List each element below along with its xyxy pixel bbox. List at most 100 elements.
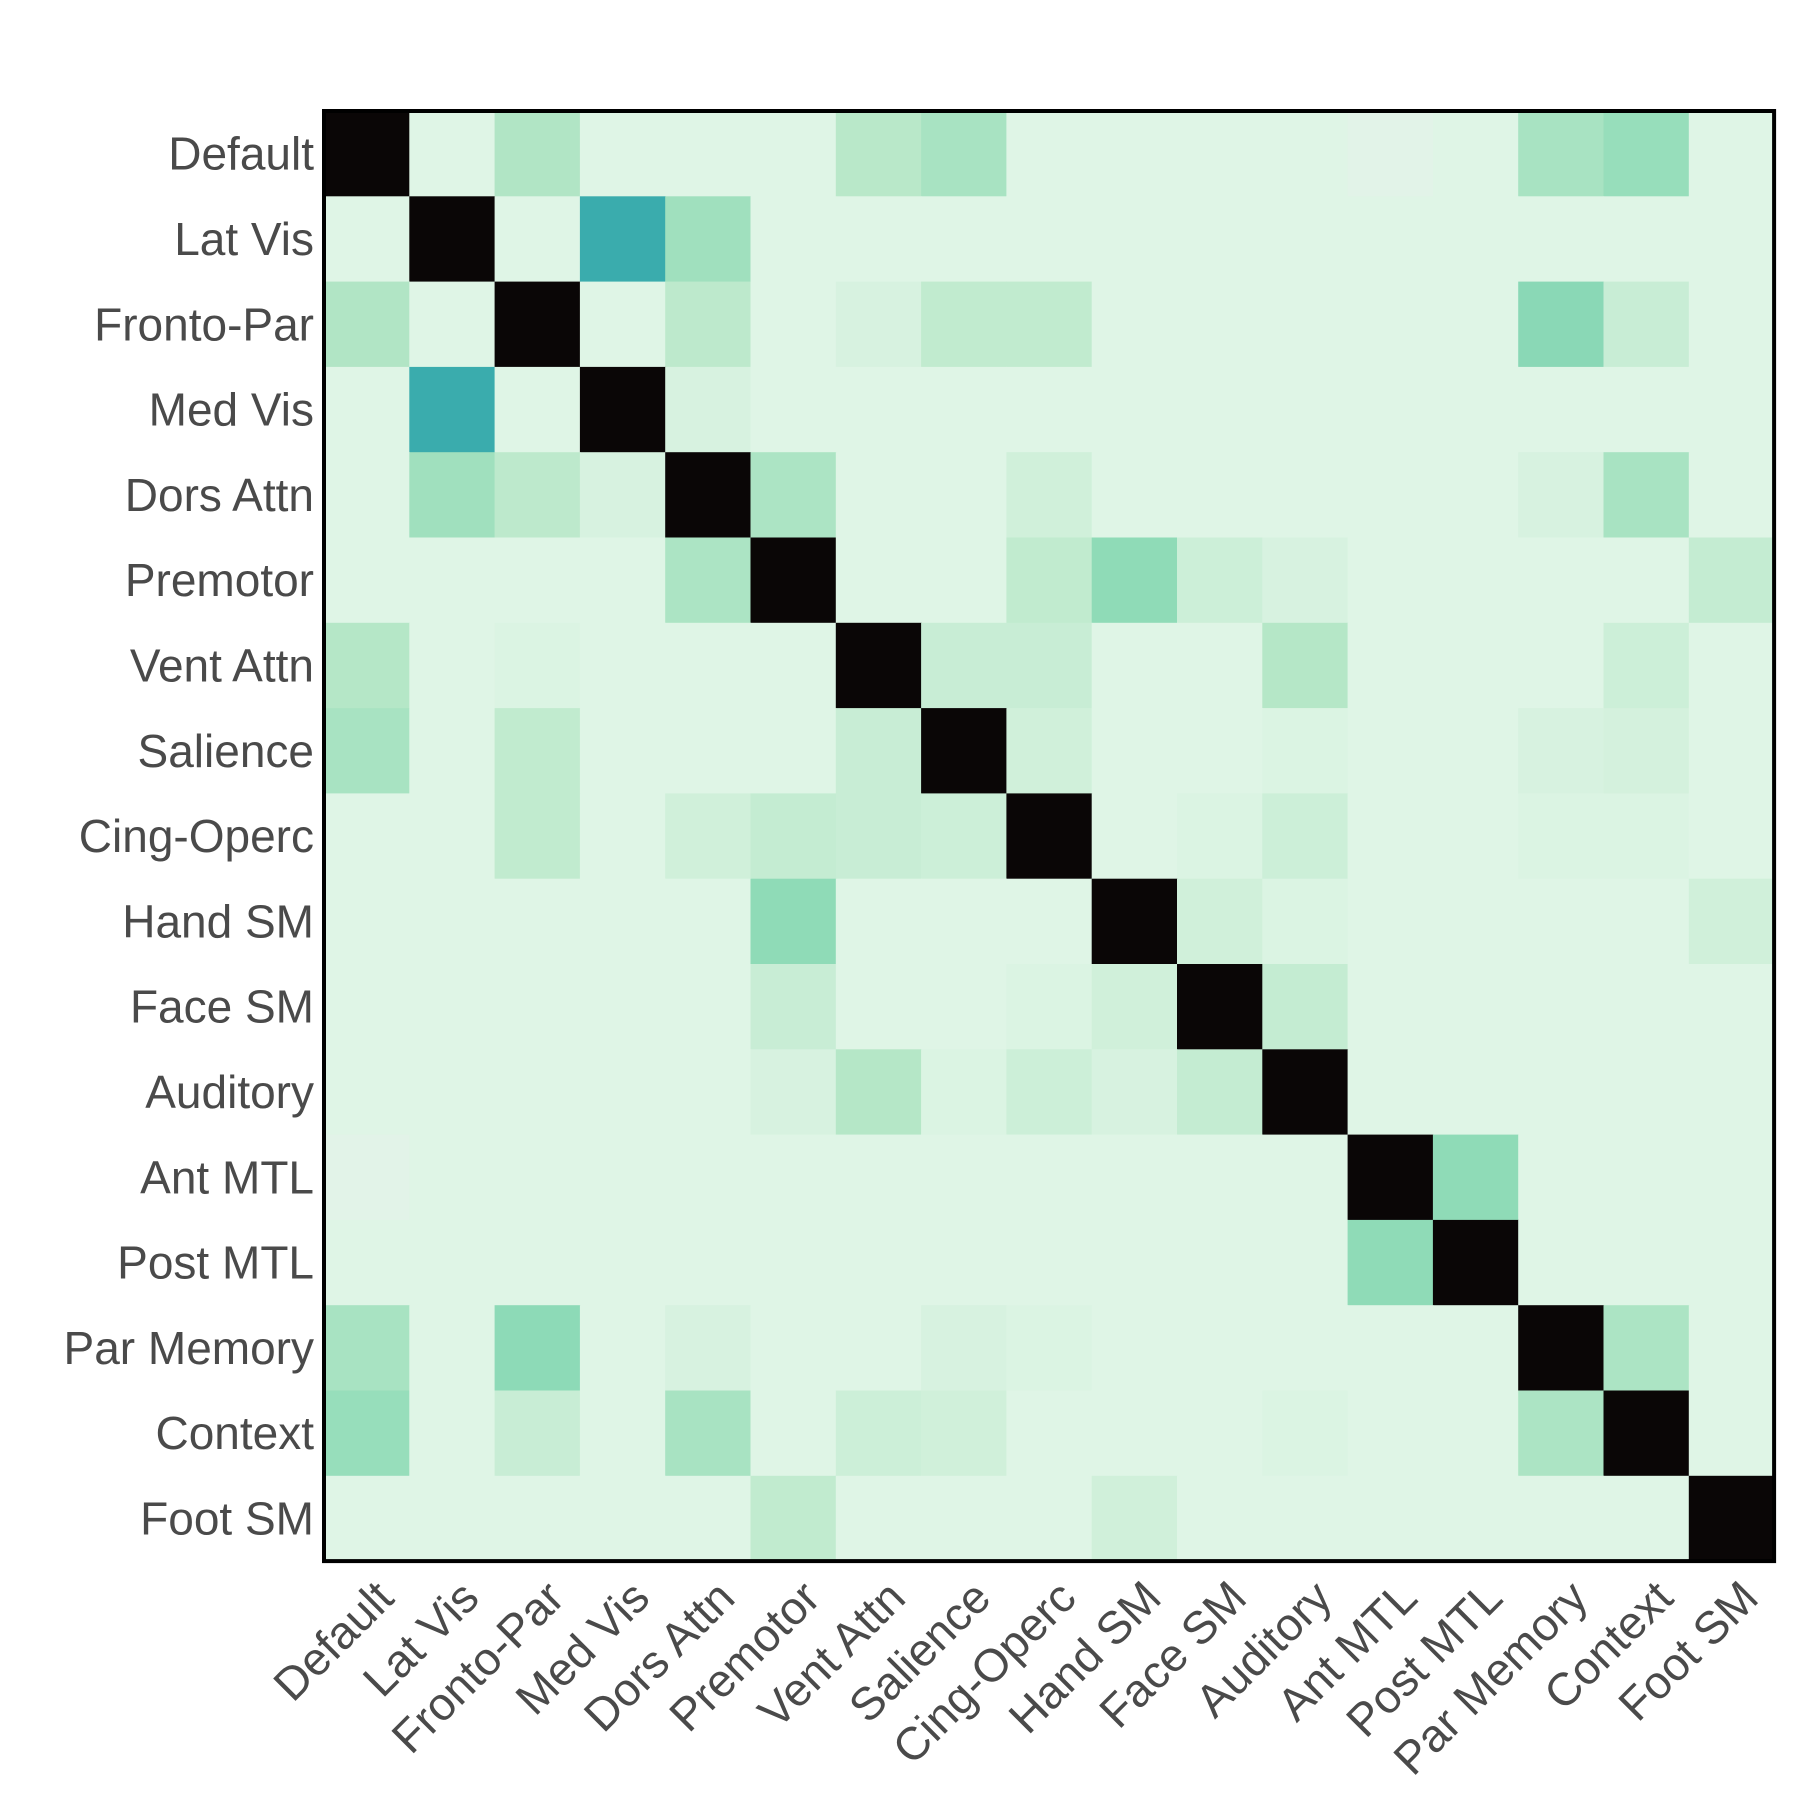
- heatmap-cell-par-memory-context: [1603, 1305, 1690, 1392]
- heatmap-cell-face-sm-vent-attn: [835, 964, 922, 1050]
- heatmap-cell-ant-mtl-med-vis: [579, 1134, 666, 1221]
- heatmap-cell-auditory-face-sm: [1177, 1049, 1263, 1136]
- heatmap-cell-par-memory-lat-vis: [409, 1305, 496, 1392]
- heatmap-cell-ant-mtl-par-memory: [1518, 1134, 1605, 1221]
- heatmap-cell-cing-operc-par-memory: [1518, 793, 1605, 880]
- heatmap-cell-cing-operc-med-vis: [579, 793, 666, 880]
- heatmap-cell-hand-sm-cing-operc: [1006, 878, 1093, 965]
- heatmap-cell-hand-sm-lat-vis: [409, 878, 496, 965]
- heatmap-cell-context-salience: [921, 1390, 1007, 1477]
- heatmap-cell-premotor-premotor: [750, 537, 837, 624]
- heatmap-cell-fronto-par-cing-operc: [1006, 281, 1093, 368]
- heatmap-cell-hand-sm-vent-attn: [835, 878, 922, 965]
- heatmap-cell-foot-sm-med-vis: [579, 1475, 666, 1562]
- y-tick-label-face-sm: Face SM: [130, 981, 314, 1033]
- heatmap-cell-dors-attn-hand-sm: [1091, 452, 1178, 539]
- heatmap-cell-med-vis-post-mtl: [1432, 366, 1519, 453]
- heatmap-cell-foot-sm-ant-mtl: [1347, 1475, 1434, 1562]
- heatmap-cell-premotor-cing-operc: [1006, 537, 1093, 624]
- heatmap-cell-vent-attn-hand-sm: [1091, 622, 1178, 709]
- heatmap-cell-post-mtl-foot-sm: [1688, 1219, 1775, 1306]
- heatmap-cell-hand-sm-par-memory: [1518, 878, 1605, 965]
- heatmap-cell-par-memory-auditory: [1262, 1305, 1349, 1392]
- heatmap-cell-salience-hand-sm: [1091, 708, 1178, 794]
- heatmap-cell-ant-mtl-lat-vis: [409, 1134, 496, 1221]
- heatmap-cell-vent-attn-premotor: [750, 622, 837, 709]
- heatmap-cell-vent-attn-med-vis: [579, 622, 666, 709]
- heatmap-cell-premotor-salience: [921, 537, 1007, 624]
- heatmap-cell-face-sm-post-mtl: [1432, 964, 1519, 1050]
- y-tick-label-post-mtl: Post MTL: [117, 1237, 314, 1289]
- heatmap-cell-med-vis-fronto-par: [494, 366, 581, 453]
- heatmap-cell-post-mtl-vent-attn: [835, 1219, 922, 1306]
- heatmap-cell-cing-operc-lat-vis: [409, 793, 496, 880]
- y-tick-label-auditory: Auditory: [145, 1066, 314, 1118]
- heatmap-cell-post-mtl-auditory: [1262, 1219, 1349, 1306]
- heatmap-cell-fronto-par-par-memory: [1518, 281, 1605, 368]
- heatmap-cell-context-post-mtl: [1432, 1390, 1519, 1477]
- heatmap-cell-salience-vent-attn: [835, 708, 922, 794]
- heatmap-cell-fronto-par-dors-attn: [665, 281, 752, 368]
- heatmap-cell-cing-operc-default: [324, 793, 410, 880]
- heatmap-cell-context-fronto-par: [494, 1390, 581, 1477]
- heatmap-cell-face-sm-salience: [921, 964, 1007, 1050]
- y-axis-tick-labels: Default Lat Vis Fronto-Par Med Vis Dors Attn…: [64, 128, 315, 1545]
- heatmap-cell-salience-ant-mtl: [1347, 708, 1434, 794]
- heatmap-cell-default-salience: [921, 111, 1007, 197]
- heatmap-cell-foot-sm-premotor: [750, 1475, 837, 1562]
- heatmap-cell-cing-operc-auditory: [1262, 793, 1349, 880]
- heatmap-cell-foot-sm-lat-vis: [409, 1475, 496, 1562]
- heatmap-cell-post-mtl-default: [324, 1219, 410, 1306]
- heatmap-cell-cing-operc-salience: [921, 793, 1007, 880]
- heatmap-cell-context-lat-vis: [409, 1390, 496, 1477]
- heatmap-cell-fronto-par-foot-sm: [1688, 281, 1775, 368]
- heatmap-cell-context-hand-sm: [1091, 1390, 1178, 1477]
- heatmap-cell-ant-mtl-face-sm: [1177, 1134, 1263, 1221]
- heatmap-cell-premotor-lat-vis: [409, 537, 496, 624]
- heatmap-cell-post-mtl-lat-vis: [409, 1219, 496, 1306]
- heatmap-cell-hand-sm-med-vis: [579, 878, 666, 965]
- heatmap-cell-hand-sm-ant-mtl: [1347, 878, 1434, 965]
- heatmap-cell-foot-sm-fronto-par: [494, 1475, 581, 1562]
- heatmap-cell-ant-mtl-post-mtl: [1432, 1134, 1519, 1221]
- y-tick-label-par-memory: Par Memory: [64, 1322, 314, 1374]
- heatmap-cell-med-vis-cing-operc: [1006, 366, 1093, 453]
- heatmap-cell-context-par-memory: [1518, 1390, 1605, 1477]
- heatmap-cell-cing-operc-face-sm: [1177, 793, 1263, 880]
- heatmap-cell-lat-vis-vent-attn: [835, 196, 922, 283]
- heatmap-cell-dors-attn-cing-operc: [1006, 452, 1093, 539]
- heatmap-cell-default-default: [324, 111, 410, 197]
- heatmap-cell-face-sm-lat-vis: [409, 964, 496, 1050]
- heatmap-cell-dors-attn-premotor: [750, 452, 837, 539]
- heatmap-cell-foot-sm-default: [324, 1475, 410, 1562]
- heatmap-cell-face-sm-ant-mtl: [1347, 964, 1434, 1050]
- heatmap-cell-ant-mtl-hand-sm: [1091, 1134, 1178, 1221]
- heatmap-cell-salience-cing-operc: [1006, 708, 1093, 794]
- heatmap-cell-face-sm-foot-sm: [1688, 964, 1775, 1050]
- heatmap-cell-premotor-hand-sm: [1091, 537, 1178, 624]
- heatmap-cell-foot-sm-hand-sm: [1091, 1475, 1178, 1562]
- heatmap-cell-auditory-med-vis: [579, 1049, 666, 1136]
- y-tick-label-med-vis: Med Vis: [149, 384, 314, 436]
- heatmap-cell-foot-sm-vent-attn: [835, 1475, 922, 1562]
- y-tick-label-premotor: Premotor: [125, 554, 314, 606]
- heatmap-cell-lat-vis-hand-sm: [1091, 196, 1178, 283]
- heatmap-cell-par-memory-foot-sm: [1688, 1305, 1775, 1392]
- heatmap-cell-face-sm-context: [1603, 964, 1690, 1050]
- y-tick-label-dors-attn: Dors Attn: [125, 469, 314, 521]
- heatmap-cell-face-sm-face-sm: [1177, 964, 1263, 1050]
- heatmap-cell-salience-par-memory: [1518, 708, 1605, 794]
- heatmap-cell-default-foot-sm: [1688, 111, 1775, 197]
- heatmap-cell-auditory-premotor: [750, 1049, 837, 1136]
- heatmap-cell-hand-sm-dors-attn: [665, 878, 752, 965]
- heatmap-cell-par-memory-post-mtl: [1432, 1305, 1519, 1392]
- heatmap-cell-default-lat-vis: [409, 111, 496, 197]
- heatmap-cell-face-sm-cing-operc: [1006, 964, 1093, 1050]
- heatmap-cell-dors-attn-default: [324, 452, 410, 539]
- heatmap-cell-ant-mtl-ant-mtl: [1347, 1134, 1434, 1221]
- heatmap-cell-auditory-hand-sm: [1091, 1049, 1178, 1136]
- heatmap-cell-hand-sm-context: [1603, 878, 1690, 965]
- heatmap-cell-face-sm-par-memory: [1518, 964, 1605, 1050]
- y-tick-label-default: Default: [168, 128, 314, 180]
- y-tick-label-hand-sm: Hand SM: [122, 895, 314, 947]
